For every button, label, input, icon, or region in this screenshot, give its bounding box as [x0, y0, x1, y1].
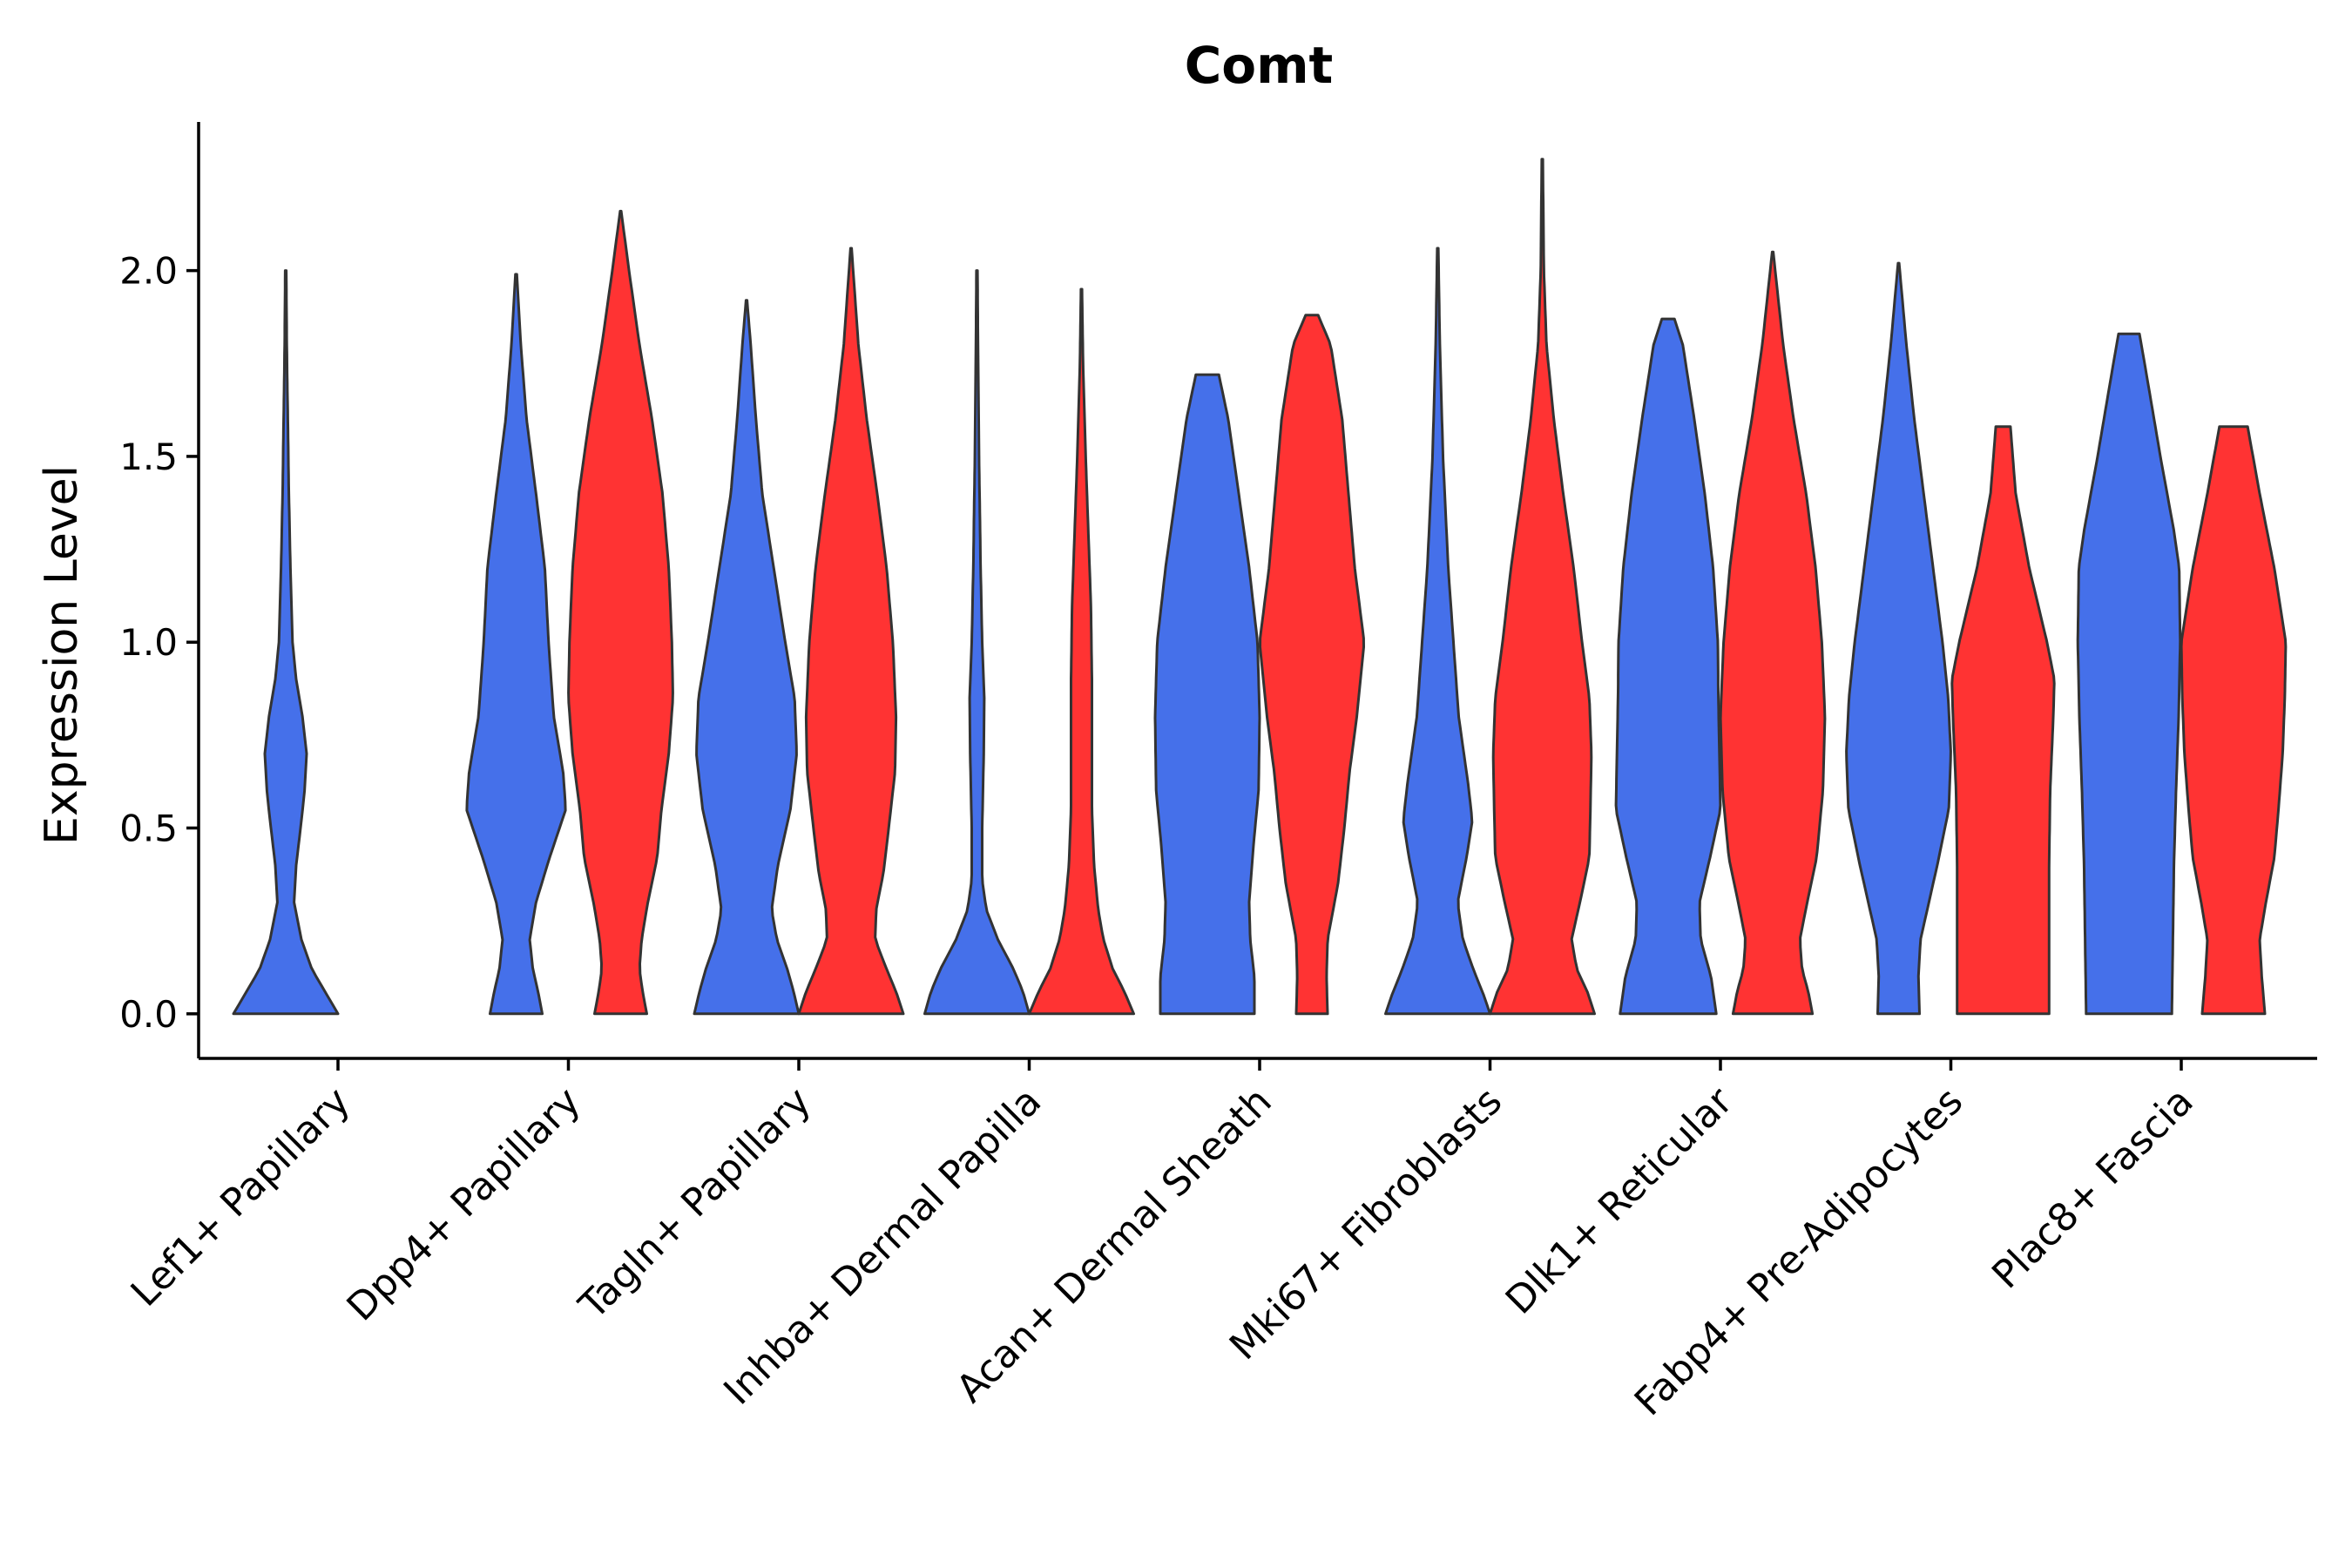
violin-blue-4: [923, 269, 1031, 1016]
violin-red-7: [1719, 250, 1827, 1016]
y-axis: 0.0 0.5 1.0 1.5 2.0: [119, 122, 200, 1058]
chart-title: Comt: [1185, 36, 1334, 95]
y-axis-label: Expression Level: [36, 465, 88, 845]
violin-blue-6: [1384, 247, 1491, 1016]
violin-blue-1: [232, 269, 340, 1016]
y-tick-label: 2.0: [119, 250, 178, 293]
x-tick-label: Dlk1+ Reticular: [1497, 1078, 1742, 1323]
y-tick-label: 0.0: [119, 993, 178, 1036]
y-tick-label: 1.5: [119, 436, 178, 478]
violin-blue-5: [1153, 373, 1261, 1016]
violin-red-6: [1489, 158, 1596, 1016]
violin-red-3: [797, 247, 905, 1016]
x-tick-label: Dpp4+ Papillary: [339, 1079, 590, 1330]
violin-blue-9: [2076, 332, 2182, 1016]
violin-red-8: [1950, 425, 2056, 1016]
violin-red-5: [1259, 314, 1365, 1016]
violin-blue-8: [1845, 261, 1952, 1016]
violin-red-4: [1028, 287, 1135, 1016]
violin-red-2: [567, 209, 674, 1016]
violin-blue-3: [693, 299, 801, 1016]
violin-blue-2: [465, 273, 567, 1016]
violins-group: [232, 158, 2288, 1016]
x-tick-label: Tagln+ Papillary: [571, 1079, 820, 1328]
x-tick-label: Lef1+ Papillary: [123, 1079, 359, 1315]
violin-blue-7: [1614, 317, 1722, 1016]
violin-red-9: [2180, 425, 2288, 1016]
y-tick-label: 1.0: [119, 621, 178, 664]
x-tick-label: Plac8+ Fascia: [1984, 1079, 2202, 1298]
y-tick-label: 0.5: [119, 808, 178, 850]
